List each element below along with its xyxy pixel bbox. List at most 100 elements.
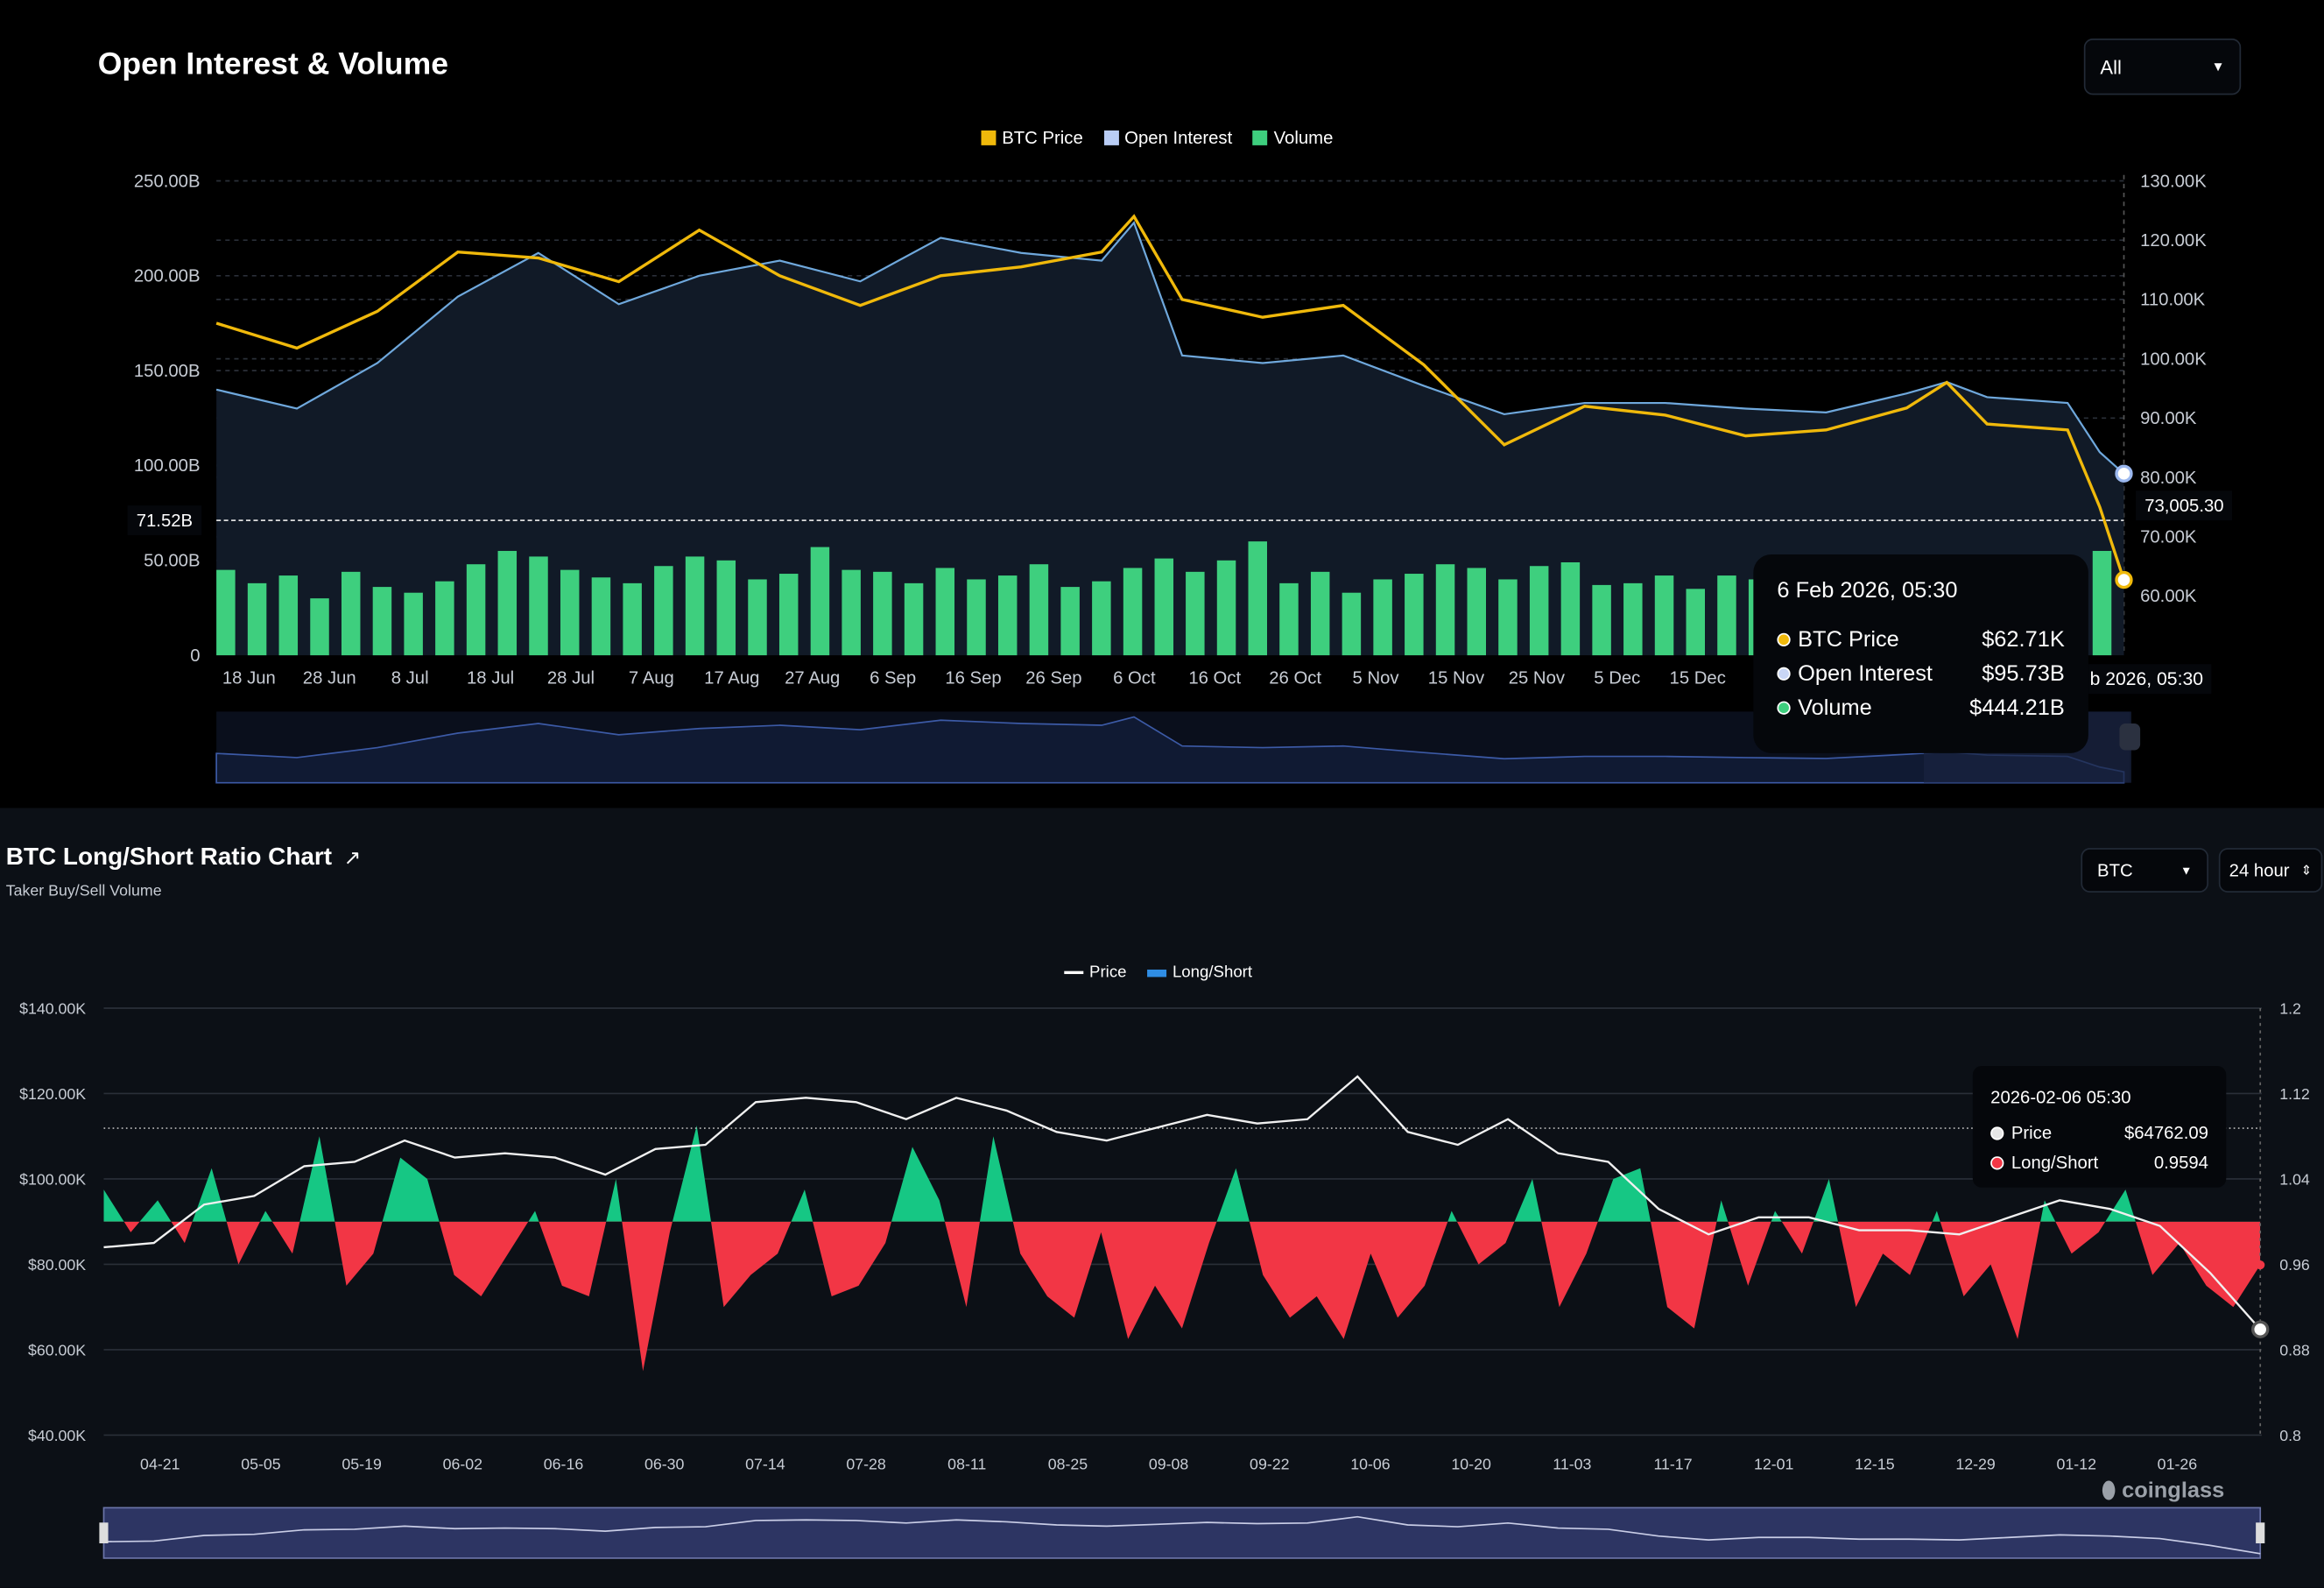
legend-label: Price xyxy=(1089,963,1127,982)
volume-bar xyxy=(873,571,892,656)
volume-bar xyxy=(1592,584,1611,656)
coin-select[interactable]: BTC ▼ xyxy=(2081,848,2208,893)
ls-title-text: BTC Long/Short Ratio Chart xyxy=(5,843,333,871)
legend-btc-price[interactable]: BTC Price xyxy=(981,127,1083,149)
x-tick: 17 Aug xyxy=(704,668,759,688)
legend-label: BTC Price xyxy=(1002,127,1083,149)
x-tick: 28 Jul xyxy=(547,668,595,688)
legend-price[interactable]: Price xyxy=(1064,963,1127,982)
y-left-tick: 150.00B xyxy=(134,362,201,381)
y-right-tick: 80.00K xyxy=(2140,469,2197,488)
x-tick: 8 Jul xyxy=(391,668,429,688)
volume-bar xyxy=(2092,550,2112,656)
legend-swatch xyxy=(981,130,997,145)
volume-bar xyxy=(1686,589,1705,656)
volume-bar xyxy=(1248,541,1268,656)
y-left-tick: 250.00B xyxy=(134,172,201,191)
series-dot-icon xyxy=(1777,701,1791,715)
y-right-tick: 120.00K xyxy=(2140,231,2207,251)
interval-select[interactable]: 24 hour ⇕ xyxy=(2218,848,2323,893)
coinglass-logo-icon: ⬮ xyxy=(2102,1478,2116,1504)
y-left-tick: 50.00B xyxy=(144,552,200,571)
y-left-tick: 0 xyxy=(190,646,200,666)
tooltip-label-wrap: Price xyxy=(1990,1122,2052,1143)
series-dot-icon xyxy=(1990,1126,2004,1140)
open-interest-line xyxy=(215,221,2125,475)
watermark-text: coinglass xyxy=(2122,1478,2225,1504)
open-interest-area xyxy=(216,222,2124,656)
volume-bar xyxy=(1435,564,1455,656)
top-tooltip: 6 Feb 2026, 05:30 BTC Price $62.71K Open I… xyxy=(1753,554,2088,753)
tooltip-label: BTC Price xyxy=(1798,626,1899,653)
navigator-handle[interactable] xyxy=(2119,723,2141,751)
volume-bar xyxy=(1560,562,1581,656)
tooltip-label: Price xyxy=(2011,1122,2053,1143)
legend-label: Open Interest xyxy=(1124,127,1233,149)
volume-bar xyxy=(1373,579,1392,656)
x-tick: 27 Aug xyxy=(785,668,840,688)
volume-bar xyxy=(1529,566,1549,656)
legend-open-interest[interactable]: Open Interest xyxy=(1103,127,1233,149)
caret-down-icon: ▼ xyxy=(2180,863,2193,878)
tooltip-label-wrap: Open Interest xyxy=(1777,661,1933,687)
volume-bar xyxy=(1123,568,1143,656)
volume-bar xyxy=(1654,575,1674,656)
ls-tooltip: 2026-02-06 05:30 Price $64762.09 Long/Shor… xyxy=(1972,1065,2227,1188)
volume-bar xyxy=(372,587,392,656)
legend-swatch xyxy=(1252,130,1268,145)
volume-bar xyxy=(466,564,486,656)
x-tick: 6 Sep xyxy=(870,668,916,688)
volume-bar xyxy=(1029,564,1049,656)
tooltip-row: Long/Short 0.9594 xyxy=(1990,1152,2208,1173)
volume-bar xyxy=(310,598,329,656)
tooltip-date: 2026-02-06 05:30 xyxy=(1990,1086,2131,1108)
tooltip-label: Long/Short xyxy=(2011,1152,2099,1173)
volume-bar xyxy=(967,579,986,656)
x-tick: 18 Jun xyxy=(222,668,276,688)
tooltip-row: Open Interest $95.73B xyxy=(1777,660,2065,687)
updown-chevron-icon: ⇕ xyxy=(2300,862,2313,878)
volume-bar xyxy=(1342,592,1362,656)
x-tick: 7 Aug xyxy=(629,668,674,688)
external-link-icon[interactable]: ↗ xyxy=(343,844,362,869)
volume-bar xyxy=(1623,582,1643,656)
tooltip-row: Volume $444.21B xyxy=(1777,695,2065,721)
y-right-tick: 110.00K xyxy=(2140,291,2206,310)
price-point-marker xyxy=(2115,570,2133,589)
tooltip-value: $95.73B xyxy=(1982,660,2065,687)
y-right-tick: 60.00K xyxy=(2140,587,2197,606)
x-tick: 25 Nov xyxy=(1509,668,1566,688)
tooltip-value: 0.9594 xyxy=(2153,1152,2208,1173)
y-left-tick: 200.00B xyxy=(134,267,201,286)
series-dot-icon xyxy=(1777,667,1791,681)
volume-bar xyxy=(842,569,861,656)
range-select[interactable]: All ▼ xyxy=(2083,39,2242,95)
volume-bar xyxy=(685,556,705,656)
y-right-tick: 100.00K xyxy=(2140,349,2207,369)
tooltip-value: $62.71K xyxy=(1982,626,2065,653)
x-tick: 16 Oct xyxy=(1188,668,1241,688)
volume-bar xyxy=(341,571,361,656)
series-dot-icon xyxy=(1990,1155,2004,1169)
volume-bar xyxy=(404,592,423,656)
legend-long-short[interactable]: Long/Short xyxy=(1147,963,1252,982)
volume-bar xyxy=(1498,579,1518,656)
tooltip-row: Price $64762.09 xyxy=(1990,1122,2208,1143)
x-tick: 5 Dec xyxy=(1594,668,1640,688)
legend-volume[interactable]: Volume xyxy=(1252,127,1334,149)
btc-price-line xyxy=(215,214,2126,581)
volume-bar xyxy=(1060,587,1080,656)
caret-down-icon: ▼ xyxy=(2211,59,2225,74)
volume-bar xyxy=(560,569,580,656)
top-legend: BTC Price Open Interest Volume xyxy=(981,127,1334,149)
x-tick: 6 Oct xyxy=(1113,668,1156,688)
volume-bar xyxy=(904,582,924,656)
tooltip-value: $444.21B xyxy=(1969,695,2065,721)
volume-bar xyxy=(529,556,548,656)
x-tick: 16 Sep xyxy=(945,668,1001,688)
ls-title: BTC Long/Short Ratio Chart ↗ xyxy=(6,843,362,872)
volume-bar xyxy=(1154,558,1174,656)
legend-label: Volume xyxy=(1273,127,1334,149)
coinglass-watermark: ⬮ coinglass xyxy=(2102,1479,2224,1504)
